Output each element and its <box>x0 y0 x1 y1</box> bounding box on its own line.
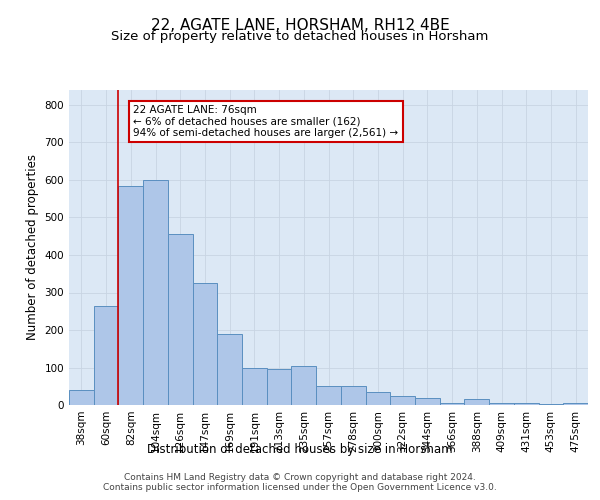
Bar <box>69 390 94 405</box>
Bar <box>539 404 563 405</box>
Bar <box>464 400 489 405</box>
Text: 22 AGATE LANE: 76sqm
← 6% of detached houses are smaller (162)
94% of semi-detac: 22 AGATE LANE: 76sqm ← 6% of detached ho… <box>133 105 398 138</box>
Bar <box>316 386 341 405</box>
Text: Size of property relative to detached houses in Horsham: Size of property relative to detached ho… <box>112 30 488 43</box>
Bar <box>193 283 217 405</box>
Bar <box>514 403 539 405</box>
Text: Distribution of detached houses by size in Horsham: Distribution of detached houses by size … <box>147 442 453 456</box>
Bar <box>118 186 143 405</box>
Bar <box>143 180 168 405</box>
Bar <box>168 234 193 405</box>
Bar <box>242 368 267 405</box>
Bar <box>341 386 365 405</box>
Bar <box>217 334 242 405</box>
Text: 22, AGATE LANE, HORSHAM, RH12 4BE: 22, AGATE LANE, HORSHAM, RH12 4BE <box>151 18 449 32</box>
Bar <box>415 398 440 405</box>
Bar <box>365 392 390 405</box>
Bar <box>489 403 514 405</box>
Bar <box>563 403 588 405</box>
Bar <box>440 403 464 405</box>
Text: Contains HM Land Registry data © Crown copyright and database right 2024.: Contains HM Land Registry data © Crown c… <box>124 472 476 482</box>
Bar <box>390 396 415 405</box>
Bar <box>267 370 292 405</box>
Y-axis label: Number of detached properties: Number of detached properties <box>26 154 39 340</box>
Bar <box>292 366 316 405</box>
Bar <box>94 306 118 405</box>
Text: Contains public sector information licensed under the Open Government Licence v3: Contains public sector information licen… <box>103 484 497 492</box>
